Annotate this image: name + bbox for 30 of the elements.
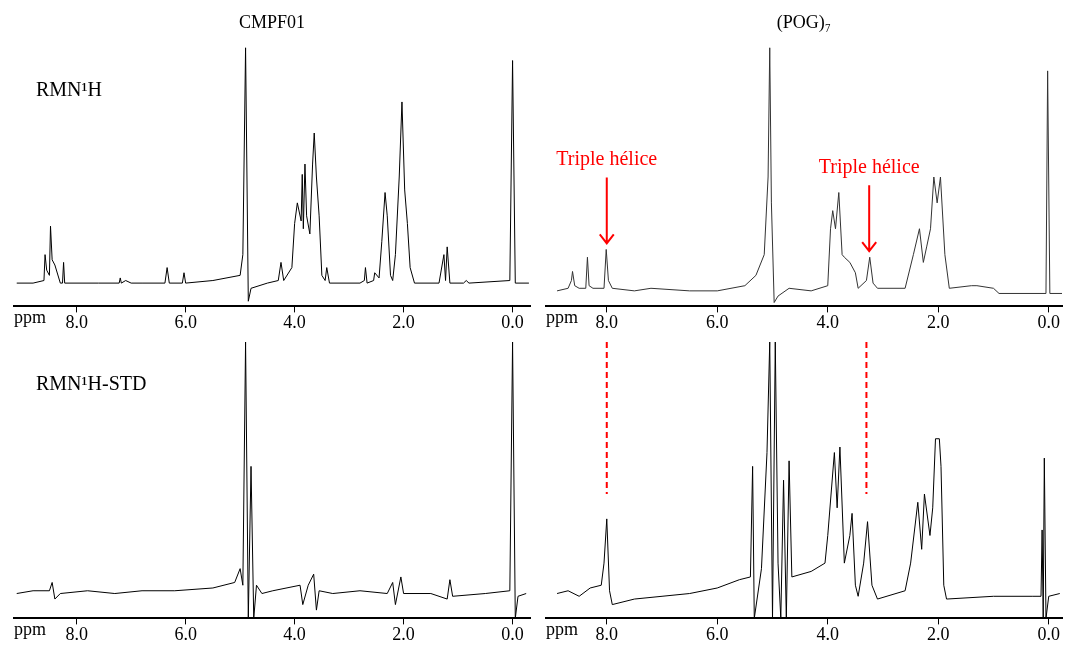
x-tick-label: 2.0	[392, 311, 415, 332]
x-tick-label: 0.0	[1037, 311, 1060, 332]
chart-title: CMPF01	[238, 11, 306, 32]
x-tick-label: 4.0	[283, 623, 306, 644]
x-tick-label: 6.0	[706, 623, 729, 644]
x-tick-label: 2.0	[927, 311, 950, 332]
x-axis-title: ppm	[546, 619, 579, 640]
x-tick-label: 2.0	[927, 623, 950, 644]
annotation: Triple hélice	[818, 155, 920, 179]
x-tick-label: 8.0	[65, 623, 88, 644]
x-tick-label: 8.0	[595, 623, 619, 644]
x-tick-label: 8.0	[65, 311, 88, 332]
x-tick-label: 0.0	[1037, 623, 1060, 644]
annotation: Triple hélice	[556, 147, 658, 171]
x-tick-label: 8.0	[595, 311, 619, 332]
x-tick-label: 6.0	[174, 623, 197, 644]
x-tick-label: 4.0	[816, 623, 840, 644]
x-tick-label: 6.0	[174, 311, 197, 332]
x-axis-title: ppm	[546, 307, 579, 328]
annotation: RMN¹H-STD	[36, 372, 147, 394]
x-tick-label: 4.0	[283, 311, 306, 332]
x-tick-label: 6.0	[706, 311, 729, 332]
x-tick-label: 4.0	[816, 311, 840, 332]
x-tick-label: 0.0	[501, 623, 524, 644]
annotation: RMN¹H	[36, 77, 103, 100]
x-tick-label: 0.0	[501, 311, 524, 332]
x-axis-title: ppm	[14, 619, 47, 640]
x-tick-label: 2.0	[392, 623, 415, 644]
x-axis-title: ppm	[14, 307, 47, 328]
chart-title: (POG)₇	[776, 11, 832, 33]
